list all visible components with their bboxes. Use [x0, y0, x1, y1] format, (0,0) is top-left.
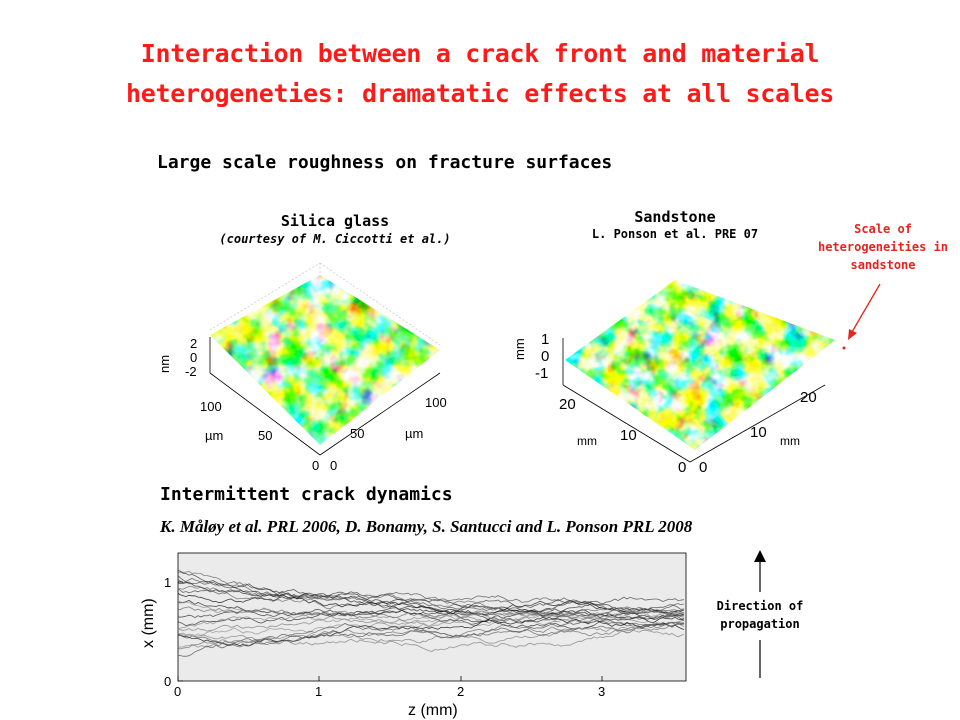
- sandstone-z-tick-3: -1: [535, 365, 548, 382]
- silica-left-axis-label: µm: [205, 428, 223, 443]
- crack-front-line: [177, 575, 685, 609]
- sandstone-right-tick-3: 0: [699, 459, 707, 476]
- sandstone-left-tick-1: 20: [559, 396, 576, 413]
- silica-z-tick-1: 2: [190, 336, 197, 351]
- silica-z-tick-3: -2: [185, 364, 197, 379]
- sandstone-surface-plot: mm 1 0 -1 20 mm 10 0 0 10 mm 20: [512, 280, 835, 476]
- sandstone-credit: L. Ponson et al. PRE 07: [591, 227, 759, 241]
- sandstone-right-axis-label: mm: [780, 434, 800, 448]
- crack-front-line: [177, 586, 685, 622]
- sandstone-caption: Sandstone L. Ponson et al. PRE 07: [525, 208, 825, 241]
- crack-front-lines: [177, 570, 685, 657]
- slide-title: Interaction between a crack front and ma…: [0, 34, 960, 114]
- silica-right-tick-2: 50: [350, 426, 364, 441]
- crack-front-line: [177, 570, 685, 623]
- silica-box: [209, 262, 441, 346]
- silica-right-tick-1: 100: [425, 395, 447, 410]
- sandstone-z-label: mm: [512, 338, 527, 360]
- sandstone-z-tick-1: 1: [541, 331, 549, 348]
- annotation-line-2: heterogeneities in: [817, 240, 949, 254]
- annotation-line-1: Scale of: [854, 222, 912, 236]
- silica-left-tick-3: 0: [312, 458, 319, 473]
- sandstone-right-tick-1: 20: [800, 389, 817, 406]
- crack-y-tick-0: 0: [164, 674, 171, 689]
- silica-surface: [210, 275, 440, 445]
- sandstone-right-tick-2: 10: [750, 424, 767, 441]
- propagation-line-2: propagation: [720, 617, 800, 631]
- silica-left-tick-1: 100: [200, 399, 222, 414]
- silica-caption: Silica glass (courtesy of M. Ciccotti et…: [150, 212, 520, 246]
- crack-x-tick-1: 1: [315, 684, 322, 699]
- heterogeneity-annotation: Scale of heterogeneities in sandstone: [808, 220, 958, 274]
- crack-front-plot: 1 0 x (mm) 0 1 2 3 z (mm): [140, 552, 687, 719]
- sandstone-surface: [565, 280, 835, 450]
- crack-front-line: [177, 610, 685, 630]
- crack-plot-ticks: [177, 581, 603, 682]
- propagation-arrow: [754, 550, 766, 678]
- sandstone-axes: [562, 338, 826, 463]
- crack-x-tick-0: 0: [174, 684, 181, 699]
- crack-front-line: [177, 609, 685, 636]
- crack-x-label: z (mm): [408, 702, 458, 719]
- annotation-line-3: sandstone: [850, 258, 916, 272]
- silica-surface-plot: nm 2 0 -2 100 µm 50 0 0 50 µm 100: [157, 262, 447, 473]
- silica-left-tick-2: 50: [258, 428, 272, 443]
- annotation-arrow: [842, 283, 881, 350]
- propagation-label: Direction of propagation: [700, 597, 820, 633]
- sandstone-title: Sandstone: [634, 208, 716, 226]
- silica-axes: [209, 337, 441, 456]
- crack-front-line: [177, 622, 685, 650]
- silica-right-axis-label: µm: [405, 426, 423, 441]
- title-line-1: Interaction between a crack front and ma…: [140, 39, 820, 68]
- crack-front-line: [177, 600, 685, 626]
- silica-credit: (courtesy of M. Ciccotti et al.): [219, 232, 451, 246]
- crack-front-line: [177, 588, 685, 616]
- silica-z-label: nm: [157, 355, 172, 373]
- section-heading-roughness: Large scale roughness on fracture surfac…: [157, 152, 613, 173]
- crack-y-label: x (mm): [140, 598, 157, 648]
- propagation-line-1: Direction of: [716, 599, 804, 613]
- section-heading-dynamics: Intermittent crack dynamics: [160, 484, 453, 505]
- sandstone-z-tick-2: 0: [541, 348, 549, 365]
- silica-right-tick-3: 0: [330, 458, 337, 473]
- crack-front-line: [177, 609, 685, 632]
- reference-citation: K. Måløy et al. PRL 2006, D. Bonamy, S. …: [160, 517, 693, 536]
- crack-front-line: [177, 603, 685, 622]
- silica-title: Silica glass: [280, 212, 390, 230]
- crack-front-line: [177, 581, 685, 630]
- sandstone-left-axis-label: mm: [577, 434, 597, 448]
- crack-x-tick-3: 3: [598, 684, 605, 699]
- sandstone-left-tick-3: 0: [678, 459, 686, 476]
- crack-front-line: [177, 627, 685, 644]
- crack-front-line: [177, 619, 685, 652]
- sandstone-left-tick-2: 10: [620, 427, 637, 444]
- title-line-2: heterogeneties: dramatatic effects at al…: [125, 79, 835, 108]
- crack-front-line: [177, 578, 685, 615]
- silica-z-tick-2: 0: [190, 350, 197, 365]
- crack-y-tick-1: 1: [164, 575, 171, 590]
- crack-x-tick-2: 2: [457, 684, 464, 699]
